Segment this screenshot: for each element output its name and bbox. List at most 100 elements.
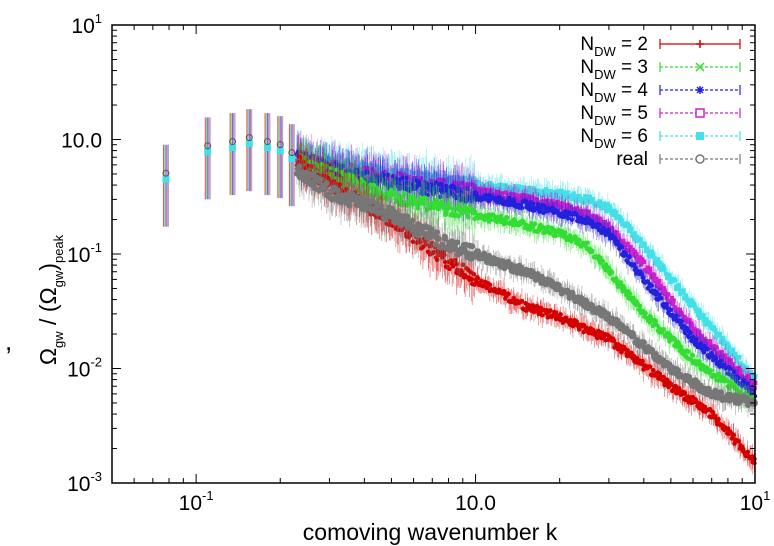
data-point (647, 266, 652, 272)
data-point (649, 249, 655, 254)
data-point (597, 255, 603, 260)
data-point (697, 310, 703, 315)
data-point (643, 310, 648, 316)
data-point (615, 230, 620, 236)
data-point (725, 341, 730, 347)
data-point (415, 205, 421, 211)
data-point (667, 275, 672, 280)
data-point (555, 189, 561, 194)
data-point (713, 335, 719, 340)
data-point (581, 329, 586, 335)
data-point (651, 273, 657, 278)
series-1 (294, 137, 758, 413)
data-point (649, 283, 654, 288)
data-point (657, 260, 663, 266)
data-point (558, 312, 563, 317)
data-point (627, 224, 632, 229)
data-point (492, 186, 498, 191)
data-point (656, 279, 662, 284)
data-point (531, 186, 536, 191)
data-point (631, 353, 637, 359)
data-point (585, 240, 590, 245)
data-point (663, 271, 669, 277)
data-point (351, 166, 356, 172)
data-point (396, 171, 402, 176)
data-point (644, 269, 649, 274)
data-point (658, 296, 664, 301)
data-point (748, 369, 754, 375)
data-point (730, 361, 735, 367)
data-point (705, 346, 710, 352)
data-point (699, 333, 704, 339)
data-point (668, 298, 673, 303)
data-point (431, 205, 437, 211)
data-point (676, 282, 681, 288)
data-point (565, 215, 571, 221)
data-point (521, 186, 527, 191)
data-point (549, 199, 555, 204)
data-point (597, 199, 603, 204)
data-point (661, 286, 667, 291)
data-point (423, 195, 429, 201)
data-point (614, 239, 620, 244)
data-point (650, 367, 656, 373)
data-point (681, 288, 686, 293)
data-point (581, 200, 587, 206)
data-point (692, 303, 697, 308)
data-point (749, 372, 755, 377)
data-point (604, 208, 609, 214)
data-point (695, 334, 700, 339)
data-point (693, 336, 699, 342)
data-point (745, 381, 750, 386)
data-point (607, 204, 612, 209)
data-point (725, 356, 731, 361)
data-point (469, 276, 475, 282)
data-point (586, 209, 591, 215)
data-point (736, 355, 742, 360)
data-point (433, 197, 439, 203)
data-point (628, 244, 633, 250)
data-point (624, 247, 629, 253)
data-point (551, 194, 556, 199)
data-point (587, 194, 592, 200)
data-point (714, 345, 719, 350)
data-point (719, 350, 724, 355)
data-point (615, 346, 621, 352)
data-point (685, 349, 691, 354)
data-point (689, 323, 695, 328)
data-point (721, 338, 726, 344)
data-point (563, 195, 568, 200)
data-point (611, 212, 616, 218)
data-point (661, 265, 666, 270)
data-point (631, 233, 636, 239)
data-point (728, 358, 733, 363)
data-point (601, 201, 607, 206)
data-point (434, 257, 440, 263)
data-point (639, 262, 644, 267)
data-point (688, 303, 693, 308)
data-point (511, 186, 516, 192)
data-point (571, 191, 576, 196)
data-point (505, 215, 510, 221)
data-point (688, 330, 693, 336)
data-point (498, 196, 504, 202)
data-point (609, 269, 615, 275)
data-point (671, 298, 676, 303)
data-point (665, 292, 671, 297)
data-point (701, 350, 707, 355)
data-point (468, 175, 474, 180)
data-point (519, 205, 525, 211)
data-point (433, 174, 438, 179)
data-point (651, 252, 656, 257)
data-point (724, 345, 729, 350)
data-point (658, 283, 663, 289)
data-point (547, 192, 553, 198)
data-point (572, 195, 578, 200)
data-point (670, 301, 676, 307)
data-point (539, 313, 545, 318)
data-point (463, 175, 468, 180)
data-point (609, 210, 614, 215)
data-point (655, 257, 661, 262)
data-point (613, 210, 618, 215)
